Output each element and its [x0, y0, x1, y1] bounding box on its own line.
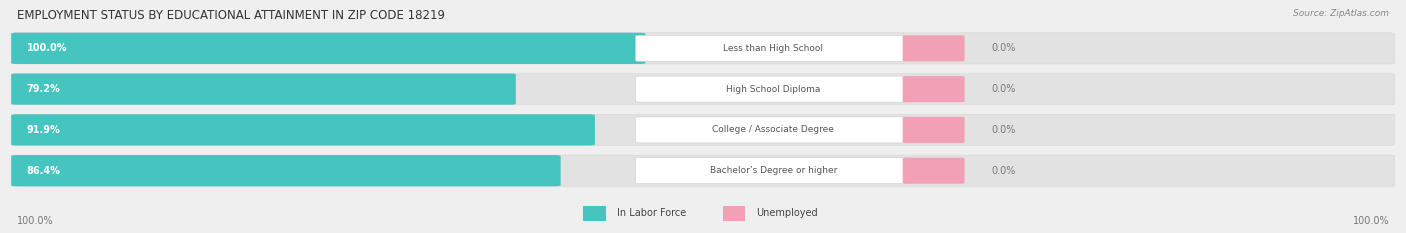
FancyBboxPatch shape: [11, 114, 1395, 145]
Text: 79.2%: 79.2%: [27, 84, 60, 94]
FancyBboxPatch shape: [636, 35, 911, 61]
FancyBboxPatch shape: [903, 158, 965, 184]
FancyBboxPatch shape: [636, 117, 911, 143]
Text: High School Diploma: High School Diploma: [725, 85, 821, 94]
Text: 100.0%: 100.0%: [27, 43, 67, 53]
FancyBboxPatch shape: [583, 206, 606, 221]
FancyBboxPatch shape: [11, 74, 516, 105]
Text: 100.0%: 100.0%: [17, 216, 53, 226]
FancyBboxPatch shape: [636, 158, 911, 184]
FancyBboxPatch shape: [11, 74, 1395, 105]
FancyBboxPatch shape: [11, 155, 561, 186]
Text: EMPLOYMENT STATUS BY EDUCATIONAL ATTAINMENT IN ZIP CODE 18219: EMPLOYMENT STATUS BY EDUCATIONAL ATTAINM…: [17, 9, 444, 22]
Text: Unemployed: Unemployed: [756, 208, 818, 218]
FancyBboxPatch shape: [11, 33, 1395, 64]
Text: 100.0%: 100.0%: [1353, 216, 1389, 226]
Text: College / Associate Degree: College / Associate Degree: [713, 125, 834, 134]
FancyBboxPatch shape: [11, 155, 1395, 186]
Text: Bachelor’s Degree or higher: Bachelor’s Degree or higher: [710, 166, 837, 175]
FancyBboxPatch shape: [903, 76, 965, 102]
Text: Less than High School: Less than High School: [723, 44, 824, 53]
Text: 0.0%: 0.0%: [991, 166, 1015, 176]
FancyBboxPatch shape: [723, 206, 745, 221]
Text: 91.9%: 91.9%: [27, 125, 60, 135]
FancyBboxPatch shape: [903, 117, 965, 143]
FancyBboxPatch shape: [636, 76, 911, 102]
Text: Source: ZipAtlas.com: Source: ZipAtlas.com: [1294, 9, 1389, 18]
Text: 86.4%: 86.4%: [27, 166, 60, 176]
Text: In Labor Force: In Labor Force: [617, 208, 686, 218]
FancyBboxPatch shape: [903, 35, 965, 61]
FancyBboxPatch shape: [11, 33, 645, 64]
Text: 0.0%: 0.0%: [991, 125, 1015, 135]
FancyBboxPatch shape: [11, 114, 595, 145]
Text: 0.0%: 0.0%: [991, 84, 1015, 94]
Text: 0.0%: 0.0%: [991, 43, 1015, 53]
